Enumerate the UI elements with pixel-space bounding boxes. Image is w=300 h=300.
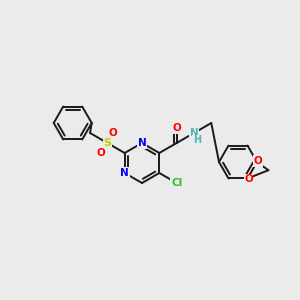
Text: N: N xyxy=(190,128,198,138)
Text: S: S xyxy=(103,138,111,148)
Text: N: N xyxy=(138,138,146,148)
Text: O: O xyxy=(109,128,118,138)
Text: H: H xyxy=(193,135,201,145)
Text: Cl: Cl xyxy=(171,178,182,188)
Text: O: O xyxy=(244,175,253,184)
Text: N: N xyxy=(120,168,129,178)
Text: O: O xyxy=(254,156,262,166)
Text: O: O xyxy=(97,148,106,158)
Text: O: O xyxy=(172,123,181,133)
